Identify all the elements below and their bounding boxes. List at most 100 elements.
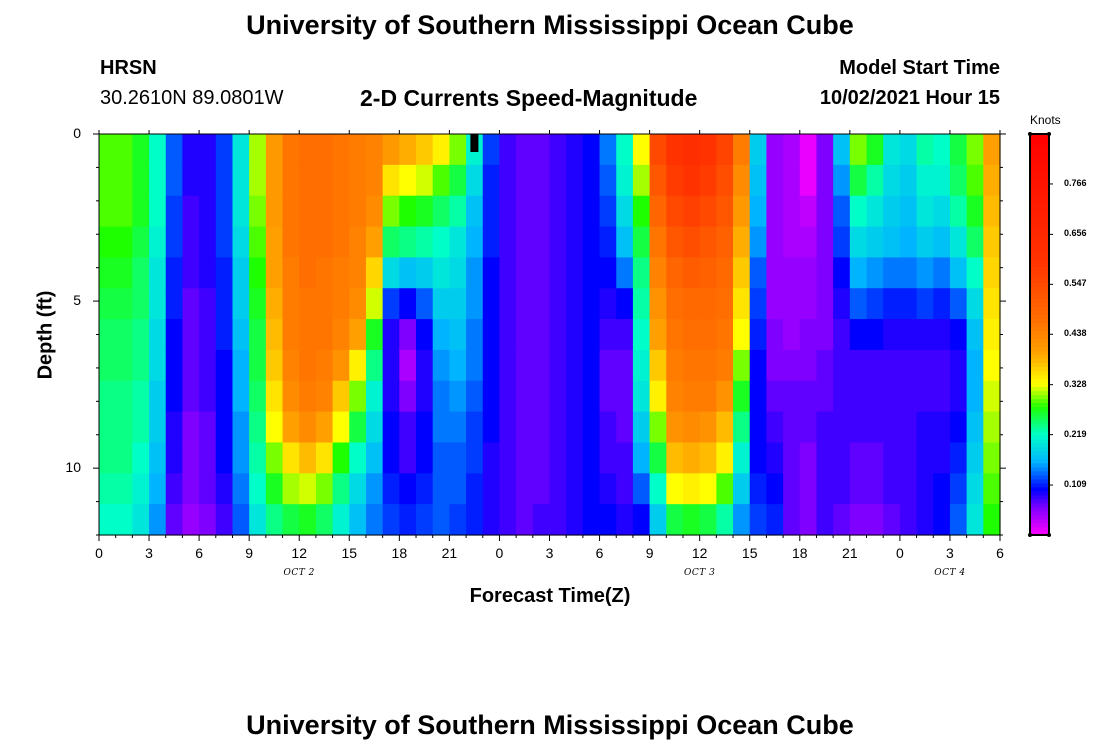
heatmap-cell [132,349,150,382]
heatmap-cell [949,164,968,197]
colorbar-swatch [1030,370,1049,376]
heatmap-cell [365,349,384,382]
heatmap-cell [399,195,417,228]
heatmap-cell [716,288,734,320]
heatmap-cell [682,164,701,197]
heatmap-cell [215,134,234,166]
heatmap-cell [382,442,400,474]
heatmap-cell [849,473,868,505]
heatmap-cell [299,134,317,166]
heatmap-cell [365,473,384,505]
chart-title-top: University of Southern Mississippi Ocean… [246,10,854,40]
heatmap-cell [382,349,400,382]
colorbar-swatch [1030,278,1049,283]
heatmap-cell [949,226,968,258]
heatmap-cell [866,473,884,505]
heatmap-cell [282,226,300,258]
colorbar-swatch [1030,422,1049,428]
heatmap-cell [432,504,450,536]
heatmap-cell [115,473,133,505]
x-tick-label: 9 [245,545,254,561]
heatmap-cell [766,380,784,413]
x-tick-label: 9 [645,545,654,561]
colorbar-swatch [1030,142,1049,147]
heatmap-cell [616,195,634,228]
heatmap-cell [299,164,317,197]
heatmap-cell [382,195,400,228]
heatmap-cell [99,380,117,413]
heatmap-cell [299,195,317,228]
x-tick-label: 12 [291,545,307,561]
heatmap-cell [816,226,834,258]
heatmap-cell [516,473,534,505]
colorbar-swatch [1030,394,1049,400]
colorbar-swatch [1030,254,1049,259]
heatmap-cell [115,288,133,320]
heatmap-cell [332,380,350,413]
heatmap-cell [566,195,584,228]
heatmap-cell [432,349,450,382]
heatmap-cell [182,473,200,505]
heatmap-cell [115,349,133,382]
heatmap-cell [616,226,634,258]
heatmap-cell [733,349,751,382]
heatmap-cell [265,288,284,320]
heatmap-cell [716,319,734,351]
heatmap-cell [532,380,551,413]
heatmap-cell [582,195,601,228]
model-start-value: 10/02/2021 Hour 15 [819,87,1000,109]
heatmap-cell [983,473,1001,505]
heatmap-cell [299,380,317,413]
heatmap-cell [649,442,667,474]
heatmap-cell [299,288,317,320]
heatmap-cell [833,164,851,197]
heatmap-cell [282,134,300,166]
heatmap-cell [849,164,868,197]
heatmap-cell [215,473,234,505]
colorbar-swatch [1030,302,1049,307]
heatmap-cell [899,257,918,289]
heatmap-cell [132,473,150,505]
y-axis-title: Depth (ft) [34,290,57,380]
heatmap-cell [365,288,384,320]
heatmap-cell [649,226,667,258]
heatmap-cell [799,473,818,505]
heatmap-cell [499,411,517,444]
heatmap-cell [983,380,1001,413]
heatmap-cell [949,442,968,474]
heatmap-cell [315,504,334,536]
heatmap-cell [799,164,818,197]
heatmap-cell [866,226,884,258]
heatmap-cell [382,134,400,166]
colorbar-swatch [1030,378,1049,384]
heatmap-cell [816,504,834,536]
heatmap-cell [449,319,467,351]
heatmap-cell [549,288,567,320]
colorbar-swatch [1030,386,1049,392]
heatmap-cell [833,349,851,382]
heatmap-cell [599,442,617,474]
heatmap-cell [682,319,701,351]
heatmap-cell [99,349,117,382]
heatmap-cell [399,411,417,444]
heatmap-cell [482,349,501,382]
heatmap-cell [783,288,801,320]
colorbar-swatch [1030,226,1049,231]
heatmap-cell [399,349,417,382]
heatmap-cell [816,288,834,320]
heatmap-cell [165,349,184,382]
colorbar-swatch [1030,314,1049,319]
heatmap-cell [215,349,234,382]
heatmap-cell [799,134,818,166]
heatmap-cell [766,442,784,474]
heatmap-cell [949,504,968,536]
heatmap-cell [716,226,734,258]
heatmap-cell [299,319,317,351]
heatmap-cell [265,504,284,536]
heatmap-cell [699,349,717,382]
heatmap-cell [449,288,467,320]
heatmap-cell [682,288,701,320]
heatmap-cell [783,195,801,228]
heatmap-cell [532,164,551,197]
heatmap-cell [666,257,684,289]
